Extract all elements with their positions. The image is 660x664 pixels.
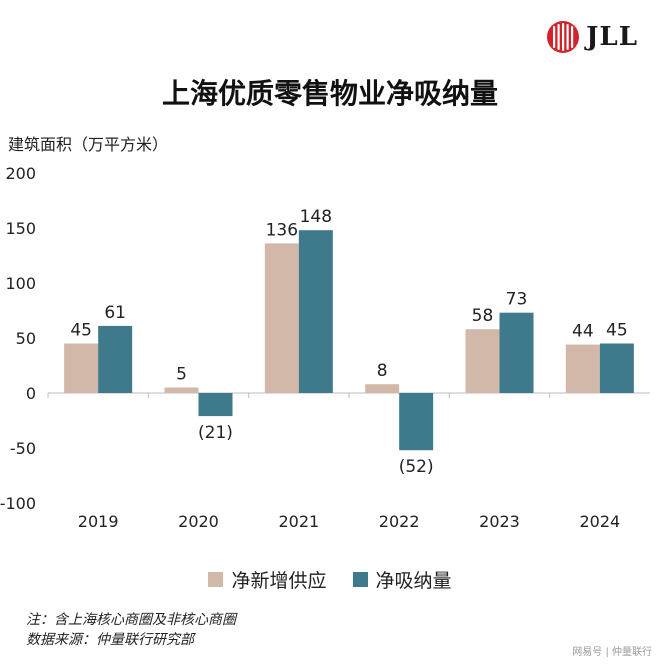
data-label: 44 xyxy=(572,322,594,342)
data-label: 45 xyxy=(70,321,92,341)
y-tick-label: -50 xyxy=(10,439,36,458)
y-tick-label: 0 xyxy=(26,384,36,403)
data-label: 45 xyxy=(606,321,628,341)
bar-supply xyxy=(164,387,199,393)
y-axis-unit-label: 建筑面积（万平方米） xyxy=(8,135,169,154)
bar-absorption xyxy=(599,343,634,393)
bar-chart: 200 150 100 50 0 -50 -100 45 61 2019 5 (21) 2020 1361… xyxy=(0,164,650,531)
bar-absorption xyxy=(399,393,434,451)
footnote-source: 数据来源：仲量联行研究部 xyxy=(26,632,194,648)
data-label: (21) xyxy=(198,423,233,443)
data-label: (52) xyxy=(399,457,434,477)
footnote-scope: 注：含上海核心商圈及非核心商圈 xyxy=(26,612,236,628)
legend-swatch-absorption xyxy=(352,572,368,587)
bar-supply xyxy=(465,329,500,393)
watermark: 网易号 | 仲量联行 xyxy=(572,647,652,658)
data-label: 61 xyxy=(104,303,126,323)
data-label: 5 xyxy=(176,365,187,385)
bar-supply xyxy=(565,344,600,393)
data-label: 8 xyxy=(377,361,388,381)
legend-item-absorption: 净吸纳量 xyxy=(352,566,452,593)
brand-logo: JLL xyxy=(546,20,638,54)
x-tick-label: 2020 xyxy=(178,512,219,531)
bar-absorption xyxy=(499,312,534,393)
legend-label-supply: 净新增供应 xyxy=(231,570,327,592)
y-tick-label: 150 xyxy=(5,219,36,238)
brand-name: JLL xyxy=(586,22,638,52)
x-tick-label: 2023 xyxy=(479,512,520,531)
data-label: 73 xyxy=(506,290,528,310)
chart-title: 上海优质零售物业净吸纳量 xyxy=(161,77,498,110)
y-tick-label: 100 xyxy=(5,274,36,293)
legend-swatch-supply xyxy=(208,572,224,587)
y-tick-label: 50 xyxy=(16,329,36,348)
legend: 净新增供应 净吸纳量 xyxy=(0,566,660,593)
data-label: 136 xyxy=(266,220,298,240)
x-tick-label: 2021 xyxy=(278,512,319,531)
legend-label-absorption: 净吸纳量 xyxy=(375,570,452,592)
bar-absorption xyxy=(98,325,133,393)
footnotes: 注：含上海核心商圈及非核心商圈 数据来源：仲量联行研究部 xyxy=(26,610,236,650)
data-label: 58 xyxy=(472,306,494,326)
x-tick-label: 2019 xyxy=(78,512,119,531)
bar-supply xyxy=(264,243,299,393)
x-tick-label: 2022 xyxy=(379,512,420,531)
y-tick-label: -100 xyxy=(0,494,36,513)
bar-absorption xyxy=(298,230,333,393)
legend-item-supply: 净新增供应 xyxy=(208,566,327,593)
jll-logo-icon xyxy=(547,21,580,53)
data-label: 148 xyxy=(300,207,332,227)
bar-supply xyxy=(365,384,400,393)
x-tick-label: 2024 xyxy=(579,512,620,531)
bar-absorption xyxy=(198,393,233,417)
y-tick-label: 200 xyxy=(5,164,36,183)
bar-supply xyxy=(64,343,99,393)
